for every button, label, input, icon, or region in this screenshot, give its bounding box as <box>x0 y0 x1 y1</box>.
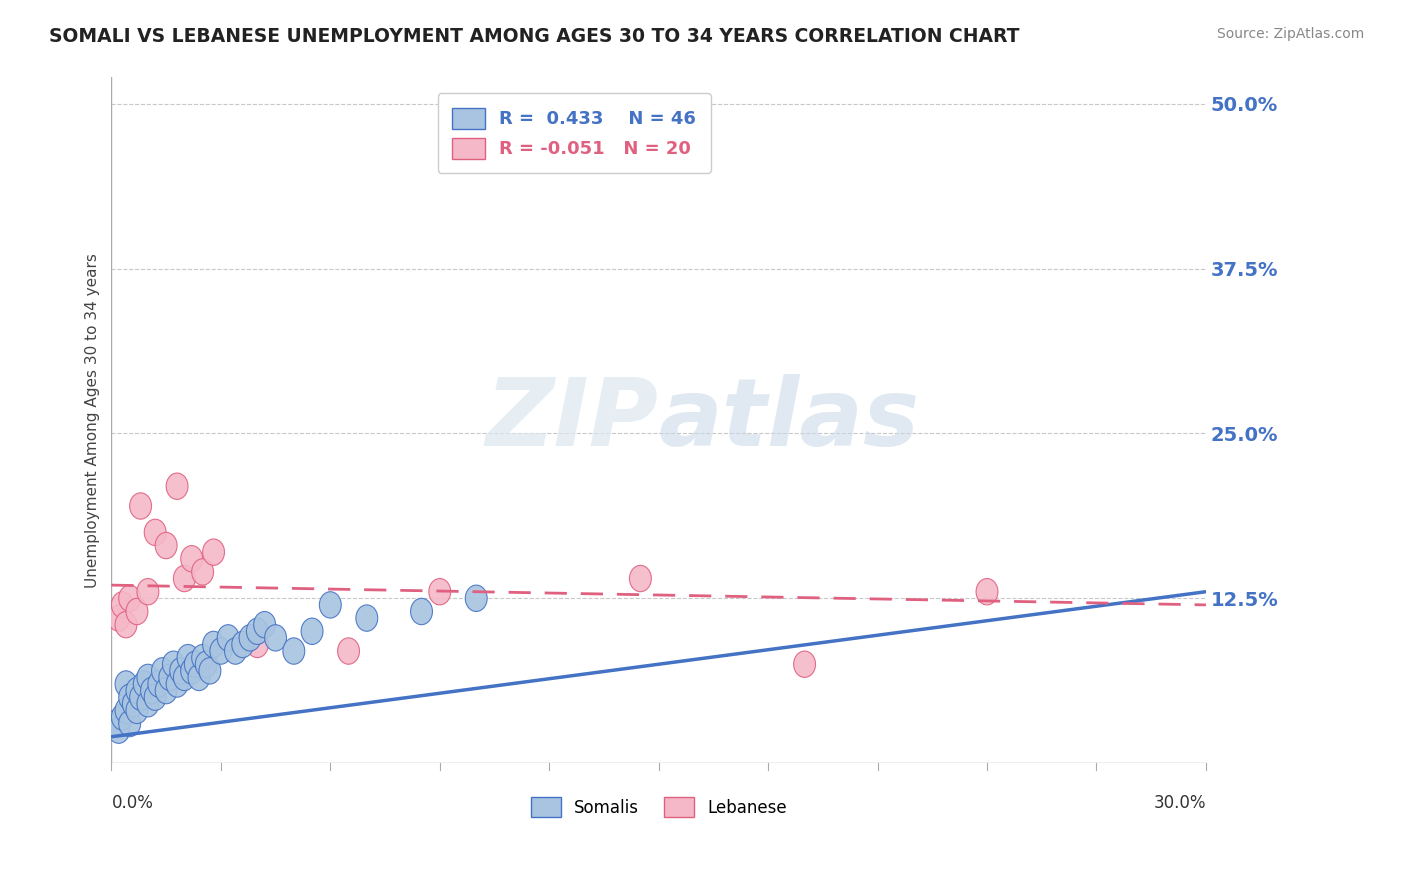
Ellipse shape <box>232 632 253 657</box>
Text: atlas: atlas <box>658 375 920 467</box>
Ellipse shape <box>429 579 451 605</box>
Ellipse shape <box>793 651 815 677</box>
Ellipse shape <box>136 690 159 717</box>
Ellipse shape <box>253 612 276 638</box>
Ellipse shape <box>127 677 148 704</box>
Ellipse shape <box>118 710 141 737</box>
Ellipse shape <box>170 657 191 684</box>
Ellipse shape <box>209 638 232 665</box>
Ellipse shape <box>127 698 148 723</box>
Ellipse shape <box>356 605 378 632</box>
Ellipse shape <box>136 579 159 605</box>
Ellipse shape <box>145 519 166 546</box>
Ellipse shape <box>129 492 152 519</box>
Ellipse shape <box>115 671 136 698</box>
Ellipse shape <box>134 671 155 698</box>
Ellipse shape <box>173 566 195 591</box>
Y-axis label: Unemployment Among Ages 30 to 34 years: Unemployment Among Ages 30 to 34 years <box>86 252 100 588</box>
Ellipse shape <box>111 591 134 618</box>
Ellipse shape <box>465 585 488 612</box>
Ellipse shape <box>195 651 217 677</box>
Ellipse shape <box>141 677 163 704</box>
Ellipse shape <box>115 612 136 638</box>
Ellipse shape <box>319 591 342 618</box>
Text: 0.0%: 0.0% <box>111 794 153 812</box>
Ellipse shape <box>145 684 166 710</box>
Ellipse shape <box>122 690 145 717</box>
Text: Source: ZipAtlas.com: Source: ZipAtlas.com <box>1216 27 1364 41</box>
Ellipse shape <box>264 624 287 651</box>
Text: ZIP: ZIP <box>486 375 658 467</box>
Ellipse shape <box>118 585 141 612</box>
Ellipse shape <box>301 618 323 644</box>
Text: SOMALI VS LEBANESE UNEMPLOYMENT AMONG AGES 30 TO 34 YEARS CORRELATION CHART: SOMALI VS LEBANESE UNEMPLOYMENT AMONG AG… <box>49 27 1019 45</box>
Ellipse shape <box>166 671 188 698</box>
Ellipse shape <box>129 684 152 710</box>
Ellipse shape <box>239 624 262 651</box>
Ellipse shape <box>191 644 214 671</box>
Ellipse shape <box>411 599 433 624</box>
Text: 30.0%: 30.0% <box>1153 794 1206 812</box>
Ellipse shape <box>155 533 177 558</box>
Ellipse shape <box>202 539 225 566</box>
Ellipse shape <box>200 657 221 684</box>
Ellipse shape <box>225 638 246 665</box>
Ellipse shape <box>181 657 202 684</box>
Ellipse shape <box>155 677 177 704</box>
Ellipse shape <box>202 632 225 657</box>
Ellipse shape <box>184 651 207 677</box>
Ellipse shape <box>181 546 202 572</box>
Ellipse shape <box>166 473 188 500</box>
Ellipse shape <box>115 698 136 723</box>
Ellipse shape <box>630 566 651 591</box>
Ellipse shape <box>177 644 200 671</box>
Ellipse shape <box>191 558 214 585</box>
Ellipse shape <box>104 710 127 737</box>
Ellipse shape <box>111 704 134 731</box>
Ellipse shape <box>159 665 181 690</box>
Ellipse shape <box>108 605 129 632</box>
Ellipse shape <box>127 599 148 624</box>
Ellipse shape <box>217 624 239 651</box>
Ellipse shape <box>337 638 360 665</box>
Ellipse shape <box>173 665 195 690</box>
Ellipse shape <box>976 579 998 605</box>
Legend: Somalis, Lebanese: Somalis, Lebanese <box>524 791 793 823</box>
Ellipse shape <box>188 665 209 690</box>
Ellipse shape <box>118 684 141 710</box>
Ellipse shape <box>283 638 305 665</box>
Ellipse shape <box>163 651 184 677</box>
Ellipse shape <box>152 657 173 684</box>
Ellipse shape <box>246 618 269 644</box>
Ellipse shape <box>148 671 170 698</box>
Ellipse shape <box>136 665 159 690</box>
Ellipse shape <box>108 717 129 743</box>
Ellipse shape <box>246 632 269 657</box>
